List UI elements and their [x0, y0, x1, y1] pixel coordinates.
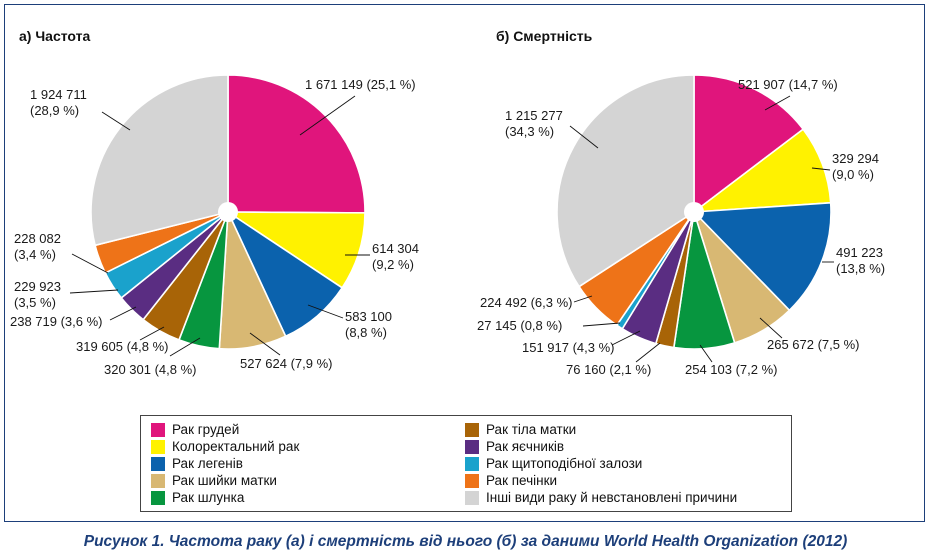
data-label: 583 100 (8,8 %): [345, 309, 392, 340]
pie-slice: [691, 128, 832, 213]
data-label: 27 145 (0,8 %): [477, 318, 562, 333]
legend-item: Рак тіла матки: [465, 422, 576, 438]
legend: Рак грудей Колоректальний рак Рак легенів Р…: [140, 415, 792, 512]
legend-swatch: [465, 423, 479, 437]
data-label: 614 304 (9,2 %): [372, 241, 419, 272]
legend-label: Рак грудей: [172, 422, 240, 437]
legend-swatch: [151, 491, 165, 505]
leader-line: [71, 253, 109, 274]
leader-line: [811, 167, 831, 171]
pie-chart-b: 521 907 (14,7 %) 329 294 (9,0 %) 491 223 (13…: [477, 74, 885, 377]
legend-swatch: [151, 423, 165, 437]
legend-item: Рак шийки матки: [151, 473, 277, 489]
data-label: 151 917 (4,3 %): [522, 340, 615, 355]
leader-line: [139, 326, 165, 341]
legend-swatch: [151, 457, 165, 471]
chart-b-title: б) Смертність: [496, 28, 593, 44]
data-label: 1 671 149 (25,1 %): [305, 77, 416, 92]
data-label: 229 923 (3,5 %): [14, 279, 61, 310]
legend-swatch: [151, 474, 165, 488]
leader-line: [109, 306, 137, 321]
leader-line: [69, 289, 119, 294]
leader-line: [169, 337, 201, 357]
legend-label: Рак тіла матки: [486, 422, 577, 437]
legend-label: Рак щитоподібної залози: [486, 456, 643, 471]
pie-slice: [227, 74, 366, 214]
leader-line: [307, 304, 344, 319]
legend-item: Рак печінки: [465, 473, 557, 489]
legend-swatch: [151, 440, 165, 454]
legend-label: Рак шлунка: [172, 490, 245, 505]
data-label: 265 672 (7,5 %): [767, 337, 860, 352]
legend-item: Рак щитоподібної залози: [465, 456, 642, 472]
pie-slice: [556, 74, 695, 288]
data-label: 238 719 (3,6 %): [10, 314, 103, 329]
legend-swatch: [465, 457, 479, 471]
legend-label: Рак легенів: [172, 456, 243, 471]
legend-item: Рак шлунка: [151, 490, 244, 506]
leader-line: [101, 111, 131, 131]
leader-line: [699, 344, 713, 363]
figure-caption: Рисунок 1. Частота раку (а) і смертність…: [83, 533, 848, 550]
legend-item: Інші види раку й невстановлені причини: [465, 490, 737, 506]
leader-line: [764, 95, 791, 111]
pie-slice: [692, 201, 832, 312]
legend-label: Рак яєчників: [486, 439, 565, 454]
legend-item: Рак грудей: [151, 422, 239, 438]
data-label: 1 215 277 (34,3 %): [505, 108, 563, 139]
pie-center: [684, 202, 704, 222]
leader-line: [573, 295, 593, 303]
data-label: 521 907 (14,7 %): [738, 77, 838, 92]
data-label: 527 624 (7,9 %): [240, 356, 333, 371]
legend-swatch: [465, 491, 479, 505]
leader-line: [299, 95, 356, 136]
data-label: 319 605 (4,8 %): [76, 339, 169, 354]
legend-item: Рак яєчників: [465, 439, 564, 455]
legend-swatch: [465, 474, 479, 488]
data-label: 320 301 (4,8 %): [104, 362, 197, 377]
data-label: 329 294 (9,0 %): [832, 151, 879, 182]
leader-line: [635, 342, 661, 363]
leader-line: [249, 332, 281, 356]
legend-item: Колоректальний рак: [151, 439, 299, 455]
legend-swatch: [465, 440, 479, 454]
leader-line: [582, 322, 621, 327]
pie-slice: [225, 211, 366, 289]
data-label: 491 223 (13,8 %): [836, 245, 885, 276]
pie-slice: [90, 74, 229, 247]
pie-chart-a: 1 671 149 (25,1 %) 614 304 (9,2 %) 583 100(…: [10, 74, 419, 377]
leader-line: [759, 317, 783, 339]
pie-center: [218, 202, 238, 222]
pie-slice: [693, 74, 805, 214]
legend-label: Інші види раку й невстановлені причини: [486, 490, 738, 505]
data-label: 1 924 711 (28,9 %): [30, 87, 87, 118]
legend-label: Колоректальний рак: [172, 439, 300, 454]
chart-a-title: а) Частота: [19, 28, 91, 44]
legend-label: Рак печінки: [486, 473, 558, 488]
data-label: 76 160 (2,1 %): [566, 362, 651, 377]
data-label: 224 492 (6,3 %): [480, 295, 573, 310]
data-label: 228 082 (3,4 %): [14, 231, 61, 262]
leader-line: [569, 125, 599, 149]
leader-line: [611, 330, 641, 346]
legend-label: Рак шийки матки: [172, 473, 277, 488]
legend-item: Рак легенів: [151, 456, 243, 472]
data-label: 254 103 (7,2 %): [685, 362, 778, 377]
